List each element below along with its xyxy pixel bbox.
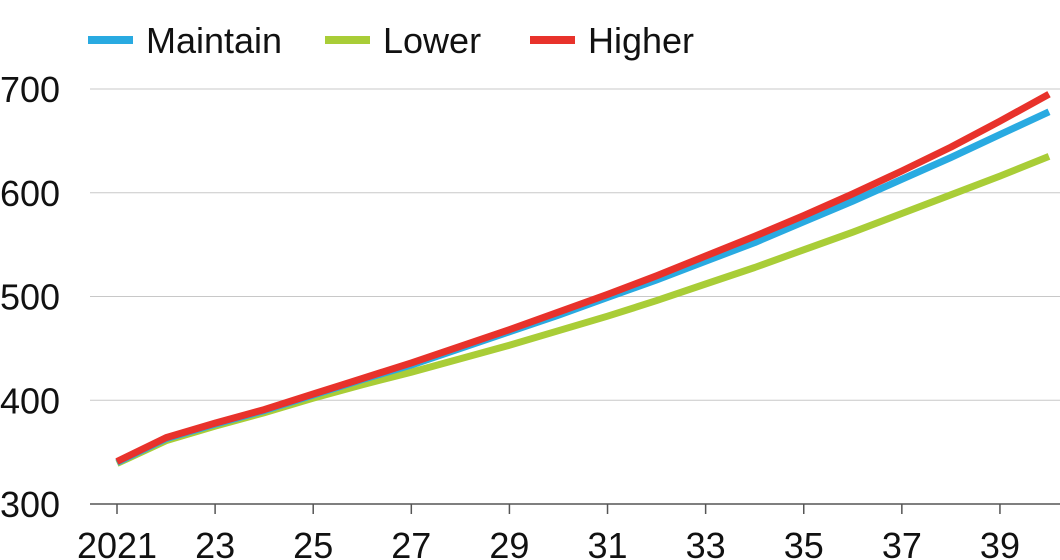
x-tick-label: 33 <box>686 525 726 560</box>
legend-label-lower: Lower <box>383 20 481 61</box>
x-tick-label: 31 <box>588 525 628 560</box>
y-tick-label: 700 <box>0 69 60 110</box>
legend-label-higher: Higher <box>588 20 694 61</box>
y-tick-label: 400 <box>0 380 60 421</box>
legend-label-maintain: Maintain <box>146 20 282 61</box>
x-tick-label: 39 <box>980 525 1020 560</box>
legend: Maintain Lower Higher <box>88 20 694 61</box>
y-tick-label: 600 <box>0 173 60 214</box>
x-tick-label: 27 <box>391 525 431 560</box>
x-tick-label: 35 <box>784 525 824 560</box>
x-tick-label: 2021 <box>77 525 157 560</box>
series-line-higher <box>115 91 1051 465</box>
grid-layer <box>90 88 1060 505</box>
x-tick-label: 25 <box>293 525 333 560</box>
axis-layer: 300 400 500 600 700 2021 23 25 27 29 31 33 35 37 39 <box>0 69 1020 560</box>
x-tick-label: 23 <box>195 525 235 560</box>
x-tick-label: 29 <box>489 525 529 560</box>
y-tick-label: 300 <box>0 484 60 525</box>
series-layer <box>115 91 1051 467</box>
x-tick-label: 37 <box>882 525 922 560</box>
y-tick-label: 500 <box>0 277 60 318</box>
